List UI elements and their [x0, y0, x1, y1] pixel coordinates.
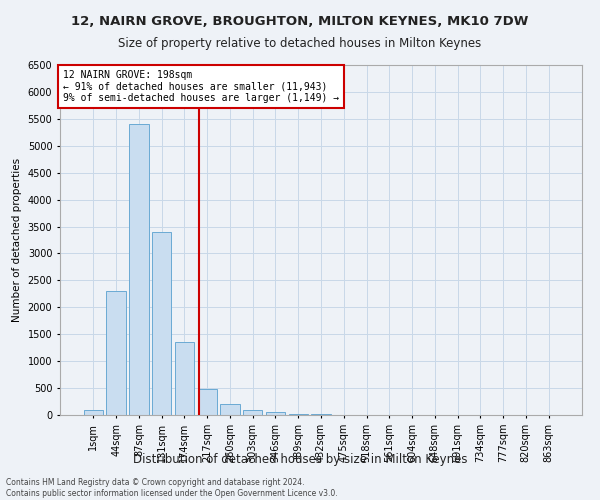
Bar — [106, 291, 126, 415]
Bar — [220, 404, 239, 415]
Y-axis label: Number of detached properties: Number of detached properties — [12, 158, 22, 322]
Text: Contains HM Land Registry data © Crown copyright and database right 2024.
Contai: Contains HM Land Registry data © Crown c… — [6, 478, 338, 498]
Text: Distribution of detached houses by size in Milton Keynes: Distribution of detached houses by size … — [133, 452, 467, 466]
Bar — [129, 124, 149, 415]
Bar — [289, 414, 308, 415]
Text: Size of property relative to detached houses in Milton Keynes: Size of property relative to detached ho… — [118, 38, 482, 51]
Bar — [84, 410, 103, 415]
Bar — [152, 232, 172, 415]
Text: 12 NAIRN GROVE: 198sqm
← 91% of detached houses are smaller (11,943)
9% of semi-: 12 NAIRN GROVE: 198sqm ← 91% of detached… — [62, 70, 339, 103]
Text: 12, NAIRN GROVE, BROUGHTON, MILTON KEYNES, MK10 7DW: 12, NAIRN GROVE, BROUGHTON, MILTON KEYNE… — [71, 15, 529, 28]
Bar — [266, 412, 285, 415]
Bar — [243, 410, 262, 415]
Bar — [197, 389, 217, 415]
Bar — [175, 342, 194, 415]
Bar — [311, 414, 331, 415]
